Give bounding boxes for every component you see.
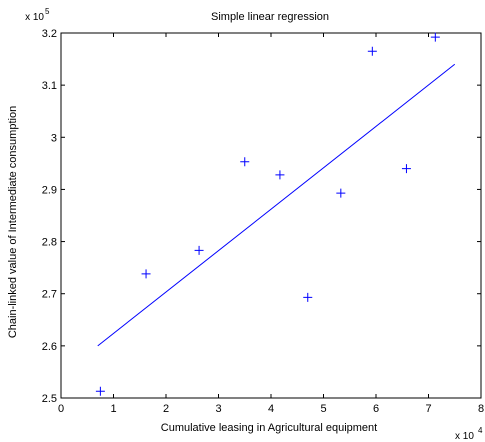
regression-line-group <box>97 63 456 347</box>
y-tick-label: 2.9 <box>42 184 57 196</box>
data-point-marker <box>141 269 151 279</box>
regression-line <box>97 63 456 347</box>
y-tick-label: 2.8 <box>42 237 57 249</box>
x-tick-label: 7 <box>425 403 431 415</box>
x-tick-label: 5 <box>320 403 326 415</box>
y-tick-label: 2.5 <box>42 393 57 405</box>
x-exponent-power: 4 <box>478 426 483 435</box>
data-point-marker <box>303 292 313 302</box>
x-exponent-label: x 10 4 <box>455 426 483 442</box>
y-exponent-label: x 10 5 <box>25 7 50 23</box>
data-point-marker <box>240 157 250 167</box>
ticks: 0 1 2 3 4 5 6 7 8 2.5 2.6 2.7 2.8 2.9 3 3.1 3.2 <box>42 28 484 415</box>
y-axis-label: Chain-linked value of Intermediate consu… <box>7 106 19 338</box>
x-tick-label: 1 <box>110 403 116 415</box>
data-point-marker <box>367 46 377 56</box>
x-axis-label: Cumulative leasing in Agricultural equip… <box>161 422 377 434</box>
chart-title: Simple linear regression <box>211 11 329 23</box>
y-exponent-power: 5 <box>45 7 50 16</box>
x-tick-label: 4 <box>268 403 274 415</box>
x-tick-label: 8 <box>478 403 484 415</box>
y-tick-label: 3.1 <box>42 80 57 92</box>
data-point-marker <box>275 170 285 180</box>
x-exponent-base: x 10 <box>455 431 474 442</box>
x-tick-label: 6 <box>373 403 379 415</box>
x-tick-label: 2 <box>163 403 169 415</box>
y-tick-label: 2.6 <box>42 341 57 353</box>
data-point-marker <box>194 245 204 255</box>
y-tick-label: 3 <box>51 132 57 144</box>
data-point-marker <box>430 32 440 42</box>
y-tick-label: 3.2 <box>42 28 57 40</box>
x-tick-label: 3 <box>215 403 221 415</box>
data-point-marker <box>401 164 411 174</box>
y-tick-label: 2.7 <box>42 289 57 301</box>
y-exponent-base: x 10 <box>25 12 44 23</box>
data-point-marker <box>336 188 346 198</box>
data-points <box>95 32 440 396</box>
x-tick-label: 0 <box>58 403 64 415</box>
data-point-marker <box>95 386 105 396</box>
